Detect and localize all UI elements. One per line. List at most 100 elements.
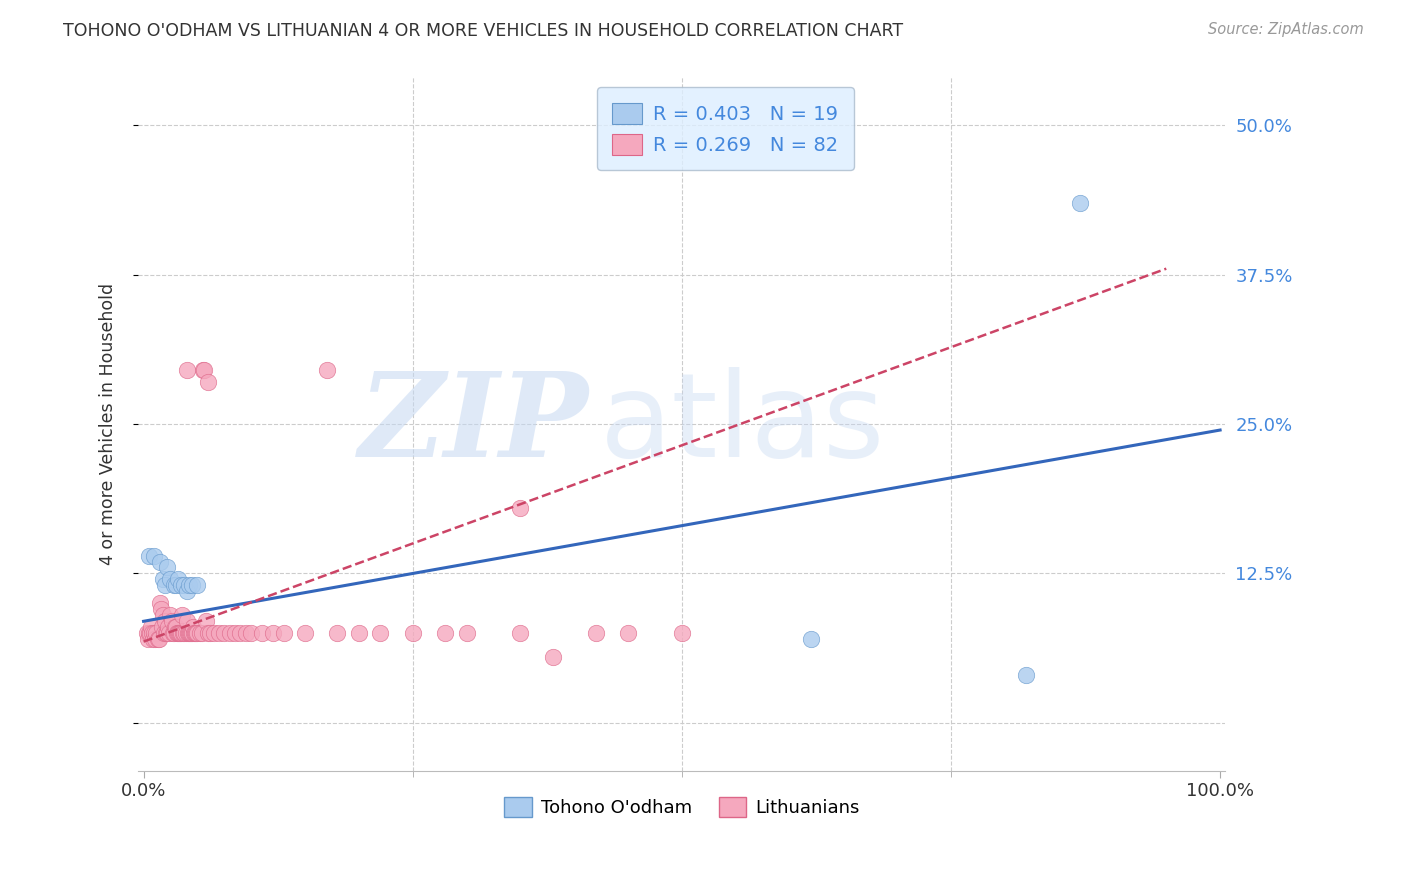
Text: Source: ZipAtlas.com: Source: ZipAtlas.com xyxy=(1208,22,1364,37)
Point xyxy=(172,608,194,623)
Point xyxy=(585,626,607,640)
Point xyxy=(224,626,246,640)
Point xyxy=(156,560,179,574)
Point xyxy=(183,626,205,640)
Point xyxy=(456,626,478,640)
Point xyxy=(177,626,200,640)
Point xyxy=(197,626,219,640)
Point xyxy=(180,626,202,640)
Point xyxy=(156,626,179,640)
Point xyxy=(191,363,214,377)
Point xyxy=(159,608,181,623)
Point xyxy=(138,626,160,640)
Point xyxy=(146,632,169,647)
Point xyxy=(176,615,198,629)
Point xyxy=(186,626,208,640)
Point xyxy=(181,626,204,640)
Point xyxy=(188,626,211,640)
Point xyxy=(250,626,273,640)
Point xyxy=(150,620,173,634)
Point xyxy=(162,626,184,640)
Point xyxy=(181,620,204,634)
Point xyxy=(202,626,225,640)
Point xyxy=(509,626,531,640)
Point xyxy=(326,626,349,640)
Point xyxy=(173,626,195,640)
Point xyxy=(186,626,208,640)
Point xyxy=(173,578,195,592)
Point xyxy=(138,549,160,563)
Point xyxy=(135,626,157,640)
Point xyxy=(163,626,186,640)
Point xyxy=(170,578,193,592)
Point xyxy=(208,626,231,640)
Point xyxy=(169,626,191,640)
Point xyxy=(176,584,198,599)
Point xyxy=(145,632,167,647)
Point xyxy=(434,626,457,640)
Point xyxy=(143,626,166,640)
Point xyxy=(159,573,181,587)
Point xyxy=(148,632,170,647)
Point xyxy=(139,626,162,640)
Point xyxy=(142,632,165,647)
Point xyxy=(800,632,823,647)
Point xyxy=(167,626,190,640)
Point xyxy=(200,626,222,640)
Point xyxy=(181,578,204,592)
Point xyxy=(145,626,167,640)
Point xyxy=(152,573,174,587)
Point xyxy=(195,615,218,629)
Point xyxy=(235,626,257,640)
Text: atlas: atlas xyxy=(600,367,886,482)
Point xyxy=(273,626,295,640)
Point xyxy=(1069,196,1091,211)
Point xyxy=(347,626,370,640)
Point xyxy=(149,596,172,610)
Point xyxy=(149,602,172,616)
Point xyxy=(179,626,201,640)
Point xyxy=(170,626,193,640)
Point xyxy=(160,615,183,629)
Point xyxy=(509,500,531,515)
Point xyxy=(152,608,174,623)
Point xyxy=(165,578,187,592)
Point xyxy=(1015,668,1038,682)
Point xyxy=(172,626,194,640)
Point xyxy=(136,632,159,647)
Text: TOHONO O'ODHAM VS LITHUANIAN 4 OR MORE VEHICLES IN HOUSEHOLD CORRELATION CHART: TOHONO O'ODHAM VS LITHUANIAN 4 OR MORE V… xyxy=(63,22,904,40)
Point xyxy=(186,578,208,592)
Point xyxy=(177,626,200,640)
Point xyxy=(157,620,180,634)
Point xyxy=(218,626,240,640)
Point xyxy=(193,363,215,377)
Point xyxy=(157,626,180,640)
Point xyxy=(190,626,212,640)
Point xyxy=(197,376,219,390)
Point xyxy=(541,650,564,665)
Point xyxy=(139,620,162,634)
Text: ZIP: ZIP xyxy=(360,367,589,482)
Point xyxy=(163,620,186,634)
Point xyxy=(143,549,166,563)
Point xyxy=(617,626,640,640)
Point xyxy=(141,626,163,640)
Point xyxy=(153,578,176,592)
Point xyxy=(163,578,186,592)
Point xyxy=(176,363,198,377)
Point xyxy=(370,626,392,640)
Point xyxy=(167,626,190,640)
Point xyxy=(262,626,284,640)
Point xyxy=(184,626,207,640)
Point xyxy=(174,626,197,640)
Point xyxy=(167,573,190,587)
Point xyxy=(315,363,337,377)
Point xyxy=(229,626,252,640)
Point xyxy=(177,578,200,592)
Point xyxy=(153,626,176,640)
Y-axis label: 4 or more Vehicles in Household: 4 or more Vehicles in Household xyxy=(100,283,117,566)
Point xyxy=(166,626,188,640)
Point xyxy=(153,615,176,629)
Point xyxy=(402,626,425,640)
Point xyxy=(155,626,177,640)
